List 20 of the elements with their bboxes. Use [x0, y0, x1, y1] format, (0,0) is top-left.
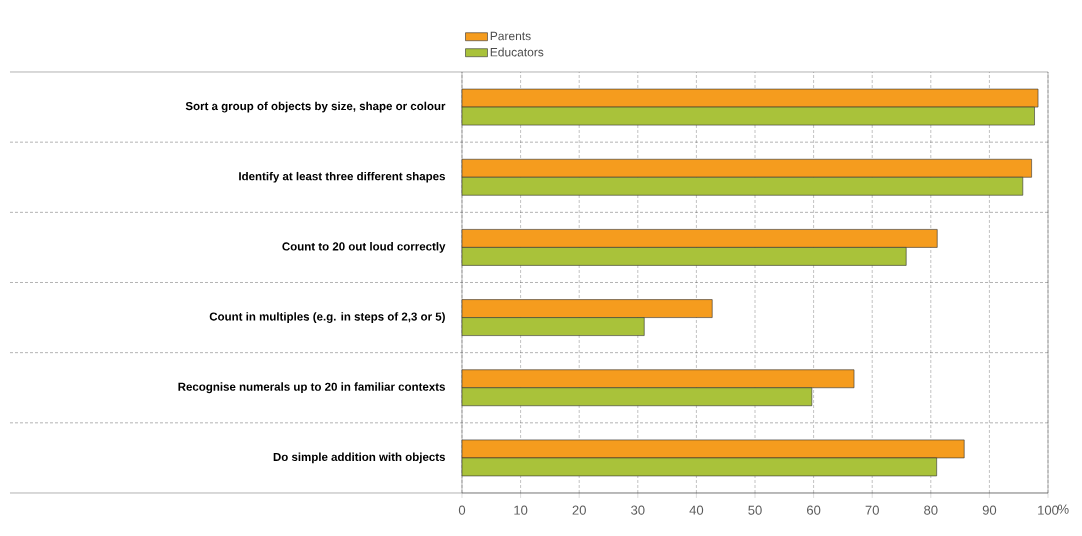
x-tick-label: 60 [807, 505, 821, 515]
x-tick-label: 30 [631, 505, 645, 515]
y-tick-label: Count in multiples (e.g. in steps of 2,3 or 5) [209, 312, 445, 323]
x-tick-label: 0 [458, 505, 466, 515]
x-tick-label: 100 [1038, 505, 1059, 515]
x-tick-label: 40 [689, 505, 704, 515]
x-tick-label: 90 [982, 505, 997, 515]
y-tick-label: Sort a group of objects by size, shape or colour [185, 101, 446, 113]
y-tick-label: Identify at least three different shapes [239, 171, 445, 183]
x-tick-label: 70 [865, 505, 879, 515]
legend-label: Educators [490, 47, 544, 57]
y-tick-label: Recognise numerals up to 20 in familiar contexts [178, 382, 445, 394]
x-tick-label: 10 [514, 505, 528, 515]
x-tick-label: 20 [572, 505, 586, 515]
x-axis-title: % [1058, 504, 1069, 514]
legend-label: Parents [490, 31, 531, 41]
y-tick-label: Do simple addition with objects [273, 452, 446, 464]
x-tick-label: 80 [924, 505, 938, 515]
x-tick-label: 50 [748, 505, 762, 515]
y-tick-label: Count to 20 out loud correctly [282, 242, 446, 253]
